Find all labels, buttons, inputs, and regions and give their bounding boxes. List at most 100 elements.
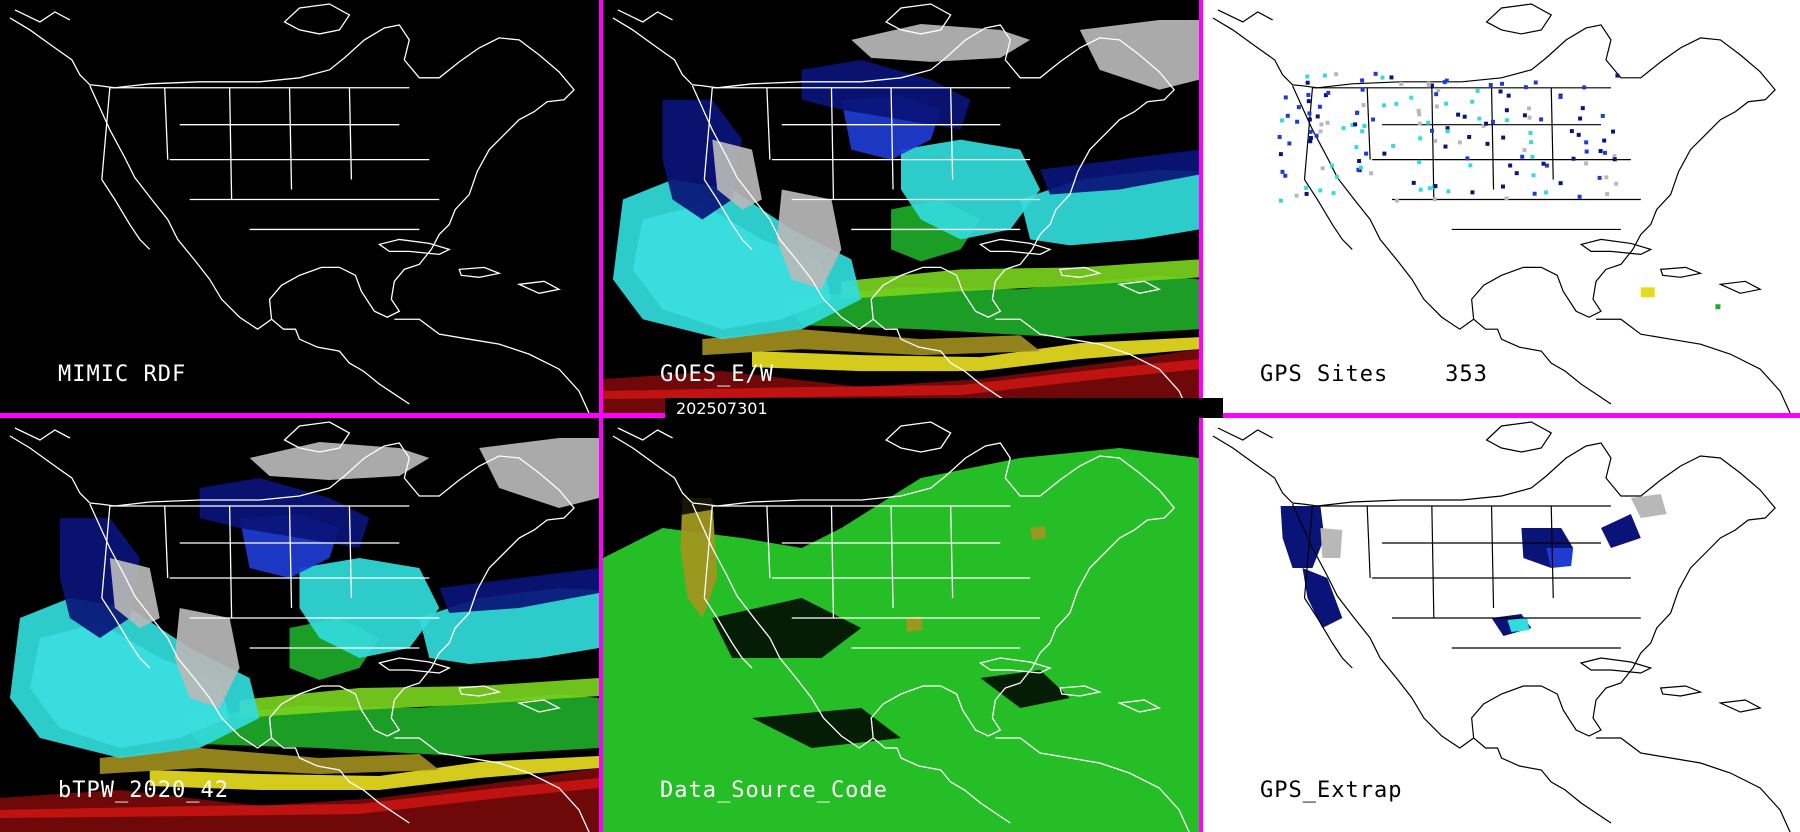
- gps-site-marker: [1498, 89, 1503, 94]
- tpw-region: [702, 329, 1041, 356]
- tpw-region: [174, 608, 240, 708]
- source-region: [603, 448, 1199, 832]
- coastline-path: [703, 505, 1041, 649]
- tpw-region: [841, 259, 1199, 300]
- gps-site-marker: [1481, 123, 1486, 128]
- extrap-region: [1280, 506, 1325, 568]
- gps-site-marker: [1318, 188, 1323, 193]
- gps-site-marker: [1529, 140, 1534, 145]
- gps-site-marker: [1434, 92, 1439, 97]
- gps-site-marker: [1295, 119, 1300, 124]
- coastline-path: [1659, 266, 1703, 278]
- gps-site-marker: [1514, 171, 1519, 176]
- gps-site-marker: [1484, 121, 1489, 126]
- gps-site-marker: [1277, 134, 1282, 139]
- no-data-region: [980, 670, 1070, 708]
- coastline-outline: [612, 421, 1190, 832]
- gps-site-marker: [1323, 93, 1328, 98]
- gps-site-marker: [1571, 156, 1576, 161]
- mimic-rdf-map: [9, 3, 590, 413]
- gps-site-marker: [1584, 149, 1589, 154]
- coastline-path: [394, 737, 590, 832]
- gps-site-marker: [1485, 141, 1490, 146]
- gps-site-marker: [1457, 140, 1462, 145]
- gps-site-marker: [1446, 189, 1451, 194]
- coastline-path: [703, 87, 1041, 231]
- gps-site-marker: [1539, 117, 1544, 122]
- gps-site-marker: [1285, 113, 1290, 118]
- gps-site-marker: [1417, 160, 1422, 165]
- panel-label: GPS Sites 353: [1260, 362, 1488, 387]
- gps-site-marker: [1577, 194, 1582, 199]
- coastline-path: [9, 17, 575, 405]
- gps-site-marker: [1307, 111, 1312, 116]
- gps-site-marker: [1399, 81, 1404, 86]
- tpw-region: [851, 23, 1031, 62]
- gps-site-marker: [1467, 134, 1472, 139]
- coastline-path: [1579, 238, 1653, 255]
- coastline-path: [995, 318, 1190, 413]
- gps-site-marker: [1334, 72, 1339, 77]
- coastline-path: [1303, 179, 1353, 250]
- gps-site-marker: [1580, 106, 1585, 111]
- tpw-region: [149, 756, 599, 790]
- gps-site-marker: [1465, 156, 1470, 161]
- gps-site-marker: [1715, 304, 1721, 310]
- gps-site-marker: [1426, 81, 1431, 86]
- gps-site-marker: [1477, 116, 1482, 121]
- source-region: [905, 616, 923, 632]
- gps-site-marker: [1522, 148, 1527, 153]
- coastline-path: [1718, 280, 1762, 294]
- coastline-path: [1596, 318, 1791, 413]
- gps-site-marker: [1605, 192, 1610, 197]
- panel-label: MIMIC RDF: [58, 362, 187, 387]
- panel-mimic-rdf: MIMIC RDF: [0, 0, 599, 413]
- coastline-path: [377, 238, 452, 256]
- gps-site-marker: [1434, 104, 1439, 109]
- gps-site-marker: [1615, 73, 1620, 78]
- gps-site-marker: [1597, 175, 1602, 180]
- gps-site-marker: [1305, 80, 1310, 85]
- tpw-region: [901, 139, 1041, 240]
- gps-site-marker: [1382, 151, 1387, 156]
- tpw-region: [752, 337, 1199, 372]
- coastline-path: [703, 179, 753, 250]
- gps-site-marker: [1578, 116, 1583, 121]
- tpw-region: [712, 139, 762, 210]
- gps-site-marker: [1294, 193, 1299, 198]
- gps-site-marker: [1427, 186, 1432, 191]
- tpw-region: [801, 59, 971, 130]
- gps-site-marker: [1307, 117, 1312, 122]
- gps-site-marker: [1416, 108, 1421, 113]
- gps-site-marker: [1354, 145, 1359, 150]
- coastline-path: [101, 505, 440, 649]
- gps-site-marker: [1357, 159, 1362, 164]
- tpw-region: [9, 598, 260, 758]
- gps-site-marker: [1520, 154, 1525, 159]
- extrap-region: [1601, 514, 1641, 548]
- coastline-path: [884, 3, 952, 35]
- extrap-region: [1302, 568, 1343, 628]
- gps-site-marker: [1527, 115, 1532, 120]
- coastline-outline: [612, 3, 1190, 413]
- coastline-path: [1292, 503, 1474, 749]
- coastline-path: [1292, 85, 1474, 330]
- tpw-region: [0, 778, 599, 818]
- gps-site-marker: [1602, 138, 1607, 143]
- gps-site-marker: [1530, 154, 1535, 159]
- coastline-path: [516, 280, 561, 294]
- coastline-path: [978, 657, 1052, 674]
- coastline-path: [691, 503, 874, 749]
- extrap-region: [1630, 494, 1667, 518]
- gps-site-marker: [1543, 190, 1548, 195]
- coastline-outline: [1212, 421, 1791, 832]
- gps-site-marker: [1432, 197, 1437, 202]
- goes-ew-map: [603, 3, 1199, 413]
- gps-site-marker: [1504, 118, 1509, 123]
- gps-site-marker: [1523, 85, 1528, 90]
- gps-site-marker: [1394, 101, 1399, 106]
- coastline-path: [516, 699, 561, 713]
- gps-site-marker: [1353, 122, 1358, 127]
- gps-site-marker: [1558, 181, 1563, 186]
- coastline-path: [1217, 9, 1273, 23]
